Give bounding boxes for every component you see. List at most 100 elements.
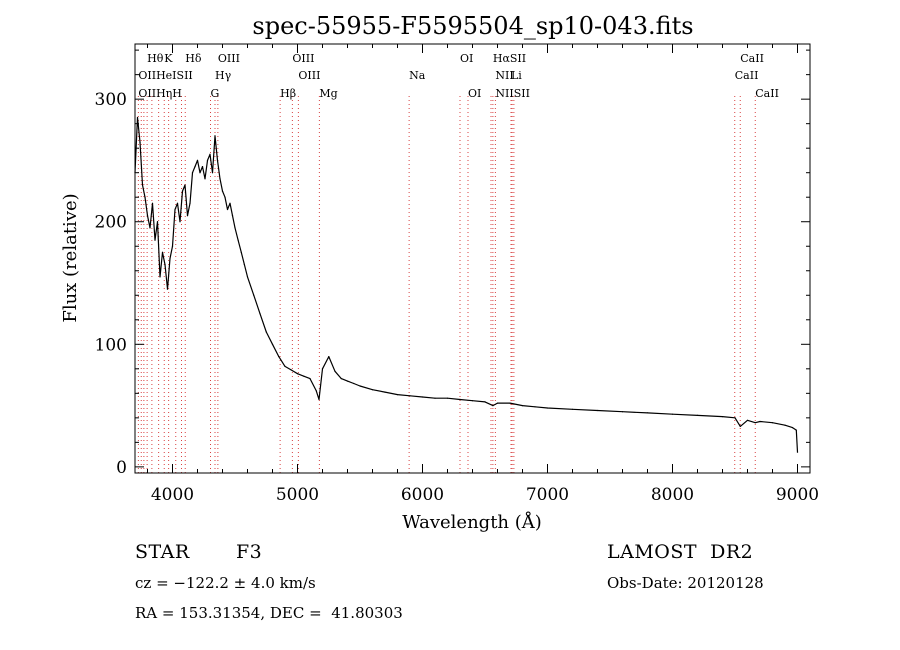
spectral-line-label: CaII bbox=[755, 87, 779, 100]
line-labels: Hθ K Hδ OIII OIII OI HαSII CaII OIIHeISII Hγ OIII N… bbox=[138, 52, 779, 100]
spectrum-point bbox=[234, 227, 236, 229]
spectrum-point bbox=[186, 215, 189, 217]
spectrum-point bbox=[194, 166, 196, 168]
spectrum-point bbox=[179, 221, 181, 223]
spectrum-point bbox=[184, 184, 186, 186]
spectrum-point bbox=[739, 425, 741, 427]
spectrum-point bbox=[309, 378, 311, 380]
spectrum-point bbox=[340, 378, 342, 380]
spectral-line-label: OI bbox=[460, 52, 473, 65]
spectrum-point bbox=[229, 202, 231, 204]
spectrum-point bbox=[139, 141, 141, 143]
spectrum-point bbox=[181, 190, 184, 192]
spectrum-point bbox=[571, 408, 574, 410]
spectrum-point bbox=[149, 227, 151, 229]
spectrum-point bbox=[784, 424, 786, 426]
spectrum-point bbox=[224, 196, 226, 198]
spectrum-point bbox=[359, 385, 361, 387]
spectrum-point bbox=[159, 276, 161, 278]
spectral-line-label: NIISII bbox=[495, 87, 530, 100]
spectrum-point bbox=[621, 411, 624, 413]
spectrum-point bbox=[211, 172, 214, 174]
spectrum-point bbox=[154, 239, 156, 241]
spectrum-point bbox=[284, 365, 286, 367]
spectrum-point bbox=[206, 159, 209, 161]
spectral-line-label: Na bbox=[409, 69, 426, 82]
spectrum-point bbox=[746, 419, 749, 421]
spectrum-point bbox=[216, 159, 219, 161]
spectrum-point bbox=[496, 402, 499, 404]
spectral-line-label: NII bbox=[495, 69, 513, 82]
spectral-line-label: OIIHηH bbox=[138, 87, 181, 100]
spectral-line-label: Hδ bbox=[185, 52, 202, 65]
spectrum-point bbox=[318, 398, 320, 401]
spectral-line-label: Hγ bbox=[215, 69, 232, 82]
x-tick-label: 6000 bbox=[401, 485, 444, 505]
spectrum-point bbox=[434, 397, 436, 399]
spectral-line-label: OIII bbox=[292, 52, 314, 65]
chart-title: spec-55955-F5595504_sp10-043.fits bbox=[252, 12, 693, 40]
spectrum-point bbox=[231, 215, 234, 217]
spectrum-point bbox=[237, 239, 239, 241]
spectral-line-label: OIII bbox=[298, 69, 320, 82]
spectrum-point bbox=[240, 251, 242, 253]
spectrum-point bbox=[136, 116, 139, 119]
spectral-line-label: CaII bbox=[735, 69, 759, 82]
spectrum-point bbox=[315, 390, 317, 392]
spectrum-point bbox=[204, 178, 206, 180]
spectrum-point bbox=[734, 417, 736, 419]
spectrum-point bbox=[253, 294, 255, 296]
spectrum-point bbox=[421, 396, 424, 398]
obs-date: Obs-Date: 20120128 bbox=[607, 574, 764, 592]
spectrum-point bbox=[290, 369, 292, 371]
spectrum-point bbox=[371, 389, 374, 391]
spectrum-point bbox=[409, 395, 411, 397]
redshift-value: cz = −122.2 ± 4.0 km/s bbox=[135, 574, 316, 592]
y-tick-label: 200 bbox=[95, 213, 127, 233]
spectrum-point bbox=[328, 356, 330, 358]
spectrum-point bbox=[176, 202, 179, 204]
spectral-line-label: OI bbox=[468, 87, 481, 100]
spectrum-point bbox=[671, 413, 674, 415]
spectrum-point bbox=[596, 409, 599, 412]
spectrum-point bbox=[759, 420, 761, 423]
spectrum-line bbox=[134, 116, 799, 453]
spectrum-point bbox=[265, 331, 267, 333]
spectrum-point bbox=[164, 264, 166, 266]
spectrum-point bbox=[201, 166, 204, 168]
spectrum-point bbox=[221, 190, 224, 192]
x-axis-ticks: 4000 5000 6000 7000 8000 9000 bbox=[147, 44, 819, 505]
spectrum-point bbox=[141, 184, 144, 186]
spectral-subclass: F3 bbox=[236, 541, 263, 563]
spectrum-point bbox=[189, 202, 191, 204]
y-tick-label: 0 bbox=[116, 458, 127, 478]
spectrum-point bbox=[219, 178, 221, 180]
spectrum-point bbox=[334, 370, 336, 372]
spectrum-point bbox=[396, 394, 399, 396]
plot-frame bbox=[134, 43, 811, 474]
spectrum-point bbox=[243, 264, 245, 266]
spectrum-point bbox=[521, 405, 524, 407]
spectrum-point bbox=[161, 251, 164, 253]
spectrum-point bbox=[791, 427, 794, 429]
x-tick-label: 4000 bbox=[151, 485, 194, 505]
spectrum-point bbox=[384, 391, 386, 393]
spectrum-point bbox=[271, 343, 274, 345]
x-axis-label: Wavelength (Å) bbox=[402, 511, 542, 533]
spectrum-point bbox=[771, 422, 774, 424]
spectrum-point bbox=[146, 215, 149, 217]
survey-label: LAMOST DR2 bbox=[607, 541, 754, 563]
spectrum-point bbox=[196, 159, 199, 161]
spectrum-point bbox=[166, 288, 169, 290]
spectral-line-label: Mg bbox=[319, 87, 337, 100]
object-class: STAR bbox=[135, 541, 190, 563]
spectrum-point bbox=[509, 402, 511, 404]
spectrum-point bbox=[492, 405, 494, 407]
spectrum-point bbox=[209, 153, 211, 155]
spectrum-point bbox=[278, 356, 280, 358]
spectrum-point bbox=[696, 414, 699, 416]
y-tick-label: 300 bbox=[95, 90, 127, 110]
spectrum-series bbox=[134, 116, 799, 453]
spectrum-point bbox=[721, 416, 724, 418]
spectrum-point bbox=[534, 406, 536, 408]
